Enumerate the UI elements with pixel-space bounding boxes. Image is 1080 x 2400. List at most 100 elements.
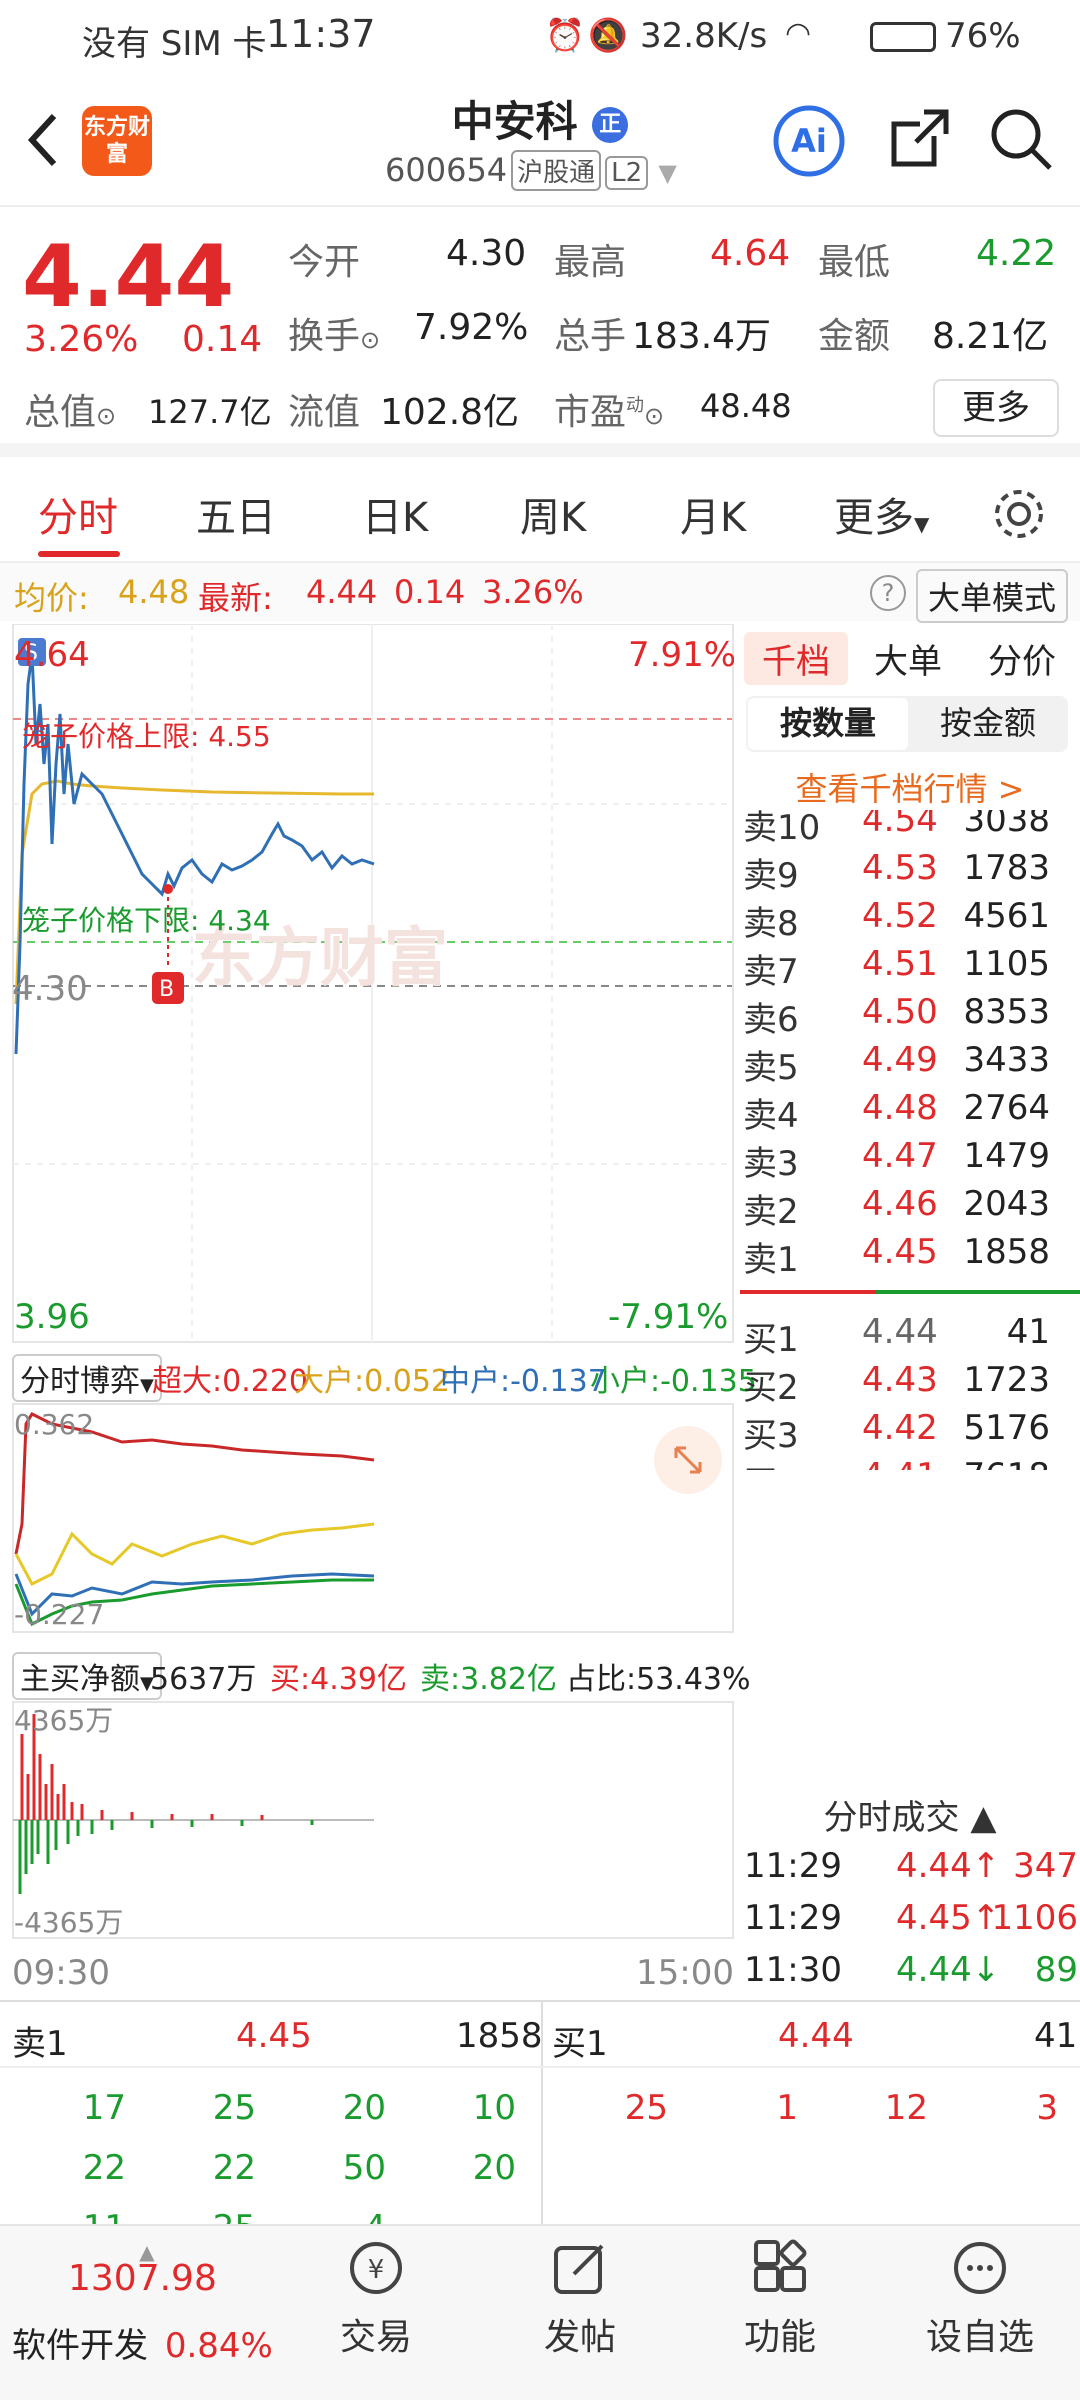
app-logo[interactable]: 东方财富 <box>82 106 152 176</box>
level-label: 卖4 <box>743 1096 799 1136</box>
flow-selector[interactable]: 分时博弈▼ <box>12 1354 162 1402</box>
ask-level-row[interactable]: 卖9 4.53 1783 <box>740 844 1080 896</box>
level-quantity: 3038 <box>963 810 1050 840</box>
tab-price-distribution[interactable]: 分价 <box>988 642 1056 682</box>
level-label: 买3 <box>743 1416 799 1456</box>
add-watchlist-button[interactable]: 设自选 <box>920 2238 1040 2360</box>
float-label: 流值 <box>288 392 361 433</box>
mute-icon: 🔕 <box>588 16 628 54</box>
index-widget[interactable]: ▲ 1307.98 软件开发 0.84% <box>12 2240 273 2366</box>
lower-limit-label: 笼子价格下限: 4.34 <box>22 904 271 937</box>
flow-bottom-label: -0.227 <box>14 1598 104 1631</box>
upper-limit-label: 笼子价格上限: 4.55 <box>22 720 271 753</box>
level-price: 4.43 <box>862 1360 938 1400</box>
level-quantity: 1105 <box>963 944 1050 984</box>
ask-level-row[interactable]: 卖3 4.47 1479 <box>740 1132 1080 1184</box>
trade-button[interactable]: ¥ 交易 <box>316 2238 436 2360</box>
trade-time: 11:29 <box>744 1898 842 1938</box>
sell-queue-grid: 172520102222502011254... <box>0 2074 540 2226</box>
view-levels-link[interactable]: 查看千档行情 > <box>795 770 1025 808</box>
bid-level-row[interactable]: 买2 4.43 1723 <box>740 1356 1080 1408</box>
level-label: 卖3 <box>743 1144 799 1184</box>
svg-text:¥: ¥ <box>368 2255 385 2285</box>
ask-level-row[interactable]: 卖4 4.48 2764 <box>740 1084 1080 1136</box>
level-price: 4.53 <box>862 848 938 888</box>
ask-level-row[interactable]: 卖10 4.54 3038 <box>740 810 1080 848</box>
intraday-chart[interactable]: 东方财富 S B 4.64 7.91% 笼子价格上限: 4.55 笼子价格下限:… <box>12 623 736 2000</box>
ask-level-row[interactable]: 卖5 4.49 3433 <box>740 1036 1080 1088</box>
tab-monthly-k[interactable]: 月K <box>680 495 747 541</box>
index-name-row: 软件开发 0.84% <box>12 2318 273 2367</box>
ask-level-row[interactable]: 卖1 4.45 1858 <box>740 1228 1080 1280</box>
book-levels: 卖10 4.54 3038 卖9 4.53 1783 卖8 4.52 4561 卖7 4.51 110… <box>740 810 1080 1470</box>
change-amount: 0.14 <box>182 319 263 360</box>
trades-title[interactable]: 分时成交 ▲ <box>823 1798 997 1838</box>
big-order-mode-button[interactable]: 大单模式 <box>916 569 1069 623</box>
level-label: 卖1 <box>743 1240 799 1280</box>
ask-level-row[interactable]: 卖2 4.46 2043 <box>740 1180 1080 1232</box>
bottom-pct-label: -7.91% <box>608 1297 728 1337</box>
low-value: 4.22 <box>976 233 1057 274</box>
tab-intraday[interactable]: 分时 <box>38 495 118 541</box>
bid-level-row[interactable]: 买1 4.44 41 <box>740 1308 1080 1360</box>
tab-five-day[interactable]: 五日 <box>196 495 276 541</box>
functions-button[interactable]: 功能 <box>720 2238 840 2360</box>
connect-tag: 沪股通 <box>511 150 602 191</box>
dropdown-icon: ▼ <box>658 159 677 187</box>
expand-icon[interactable] <box>674 1446 702 1474</box>
turnover-label: 换手⊙ <box>288 316 381 357</box>
trade-price: 4.44↓ <box>896 1950 1001 1990</box>
tab-by-amount[interactable]: 按金额 <box>939 704 1036 742</box>
post-button[interactable]: 发帖 <box>520 2238 640 2360</box>
logo-text: 东方财富 <box>83 115 150 167</box>
queue-order: 4 <box>260 2208 386 2226</box>
back-icon[interactable] <box>22 110 62 170</box>
high-label: 最高 <box>554 242 627 283</box>
help-icon[interactable]: ? <box>870 575 906 611</box>
tab-more[interactable]: 更多▼ <box>834 495 930 541</box>
level-price: 4.51 <box>862 944 938 984</box>
level-quantity: 8353 <box>963 992 1050 1032</box>
net-selector[interactable]: 主买净额▼ <box>12 1652 162 1700</box>
ai-icon[interactable]: Ai <box>772 104 846 178</box>
tab-daily-k[interactable]: 日K <box>362 495 429 541</box>
queue-order: 20 <box>472 2148 516 2188</box>
ask-level-row[interactable]: 卖7 4.51 1105 <box>740 940 1080 992</box>
bid-level-row[interactable]: 买4 4.41 7618 <box>740 1452 1080 1470</box>
add-watchlist-label: 设自选 <box>925 2317 1034 2358</box>
trade-time: 11:30 <box>744 1950 842 1990</box>
trade-row: 11:29 4.44↑ 347 <box>744 1846 1078 1896</box>
open-label: 今开 <box>288 242 361 283</box>
tab-big-orders[interactable]: 大单 <box>874 642 942 682</box>
queue-order: 25 <box>130 2208 256 2226</box>
bottom-buy-qty: 41 <box>1034 2016 1078 2056</box>
status-bar: 没有 SIM 卡 11:37 ⏰ 🔕 32.8K/s ◠ 76% <box>0 0 1080 72</box>
ask-level-row[interactable]: 卖8 4.52 4561 <box>740 892 1080 944</box>
net-value: 5637万 <box>150 1662 257 1697</box>
mcap-value: 127.7亿 <box>148 393 272 431</box>
tab-weekly-k[interactable]: 周K <box>520 495 587 541</box>
stock-code-row[interactable]: 600654 沪股通 L2 ▼ <box>385 150 677 191</box>
bid-level-row[interactable]: 买3 4.42 5176 <box>740 1404 1080 1456</box>
tab-by-quantity[interactable]: 按数量 <box>748 698 908 750</box>
pe-value: 48.48 <box>700 387 792 425</box>
more-button[interactable]: 更多 <box>933 379 1059 437</box>
share-icon[interactable] <box>886 106 952 172</box>
queue-order: 17 <box>82 2088 126 2128</box>
settings-icon[interactable] <box>990 485 1048 543</box>
level-label: 卖6 <box>743 1000 799 1040</box>
level-quantity: 1479 <box>963 1136 1050 1176</box>
trade-label: 交易 <box>339 2317 412 2358</box>
level-quantity: 1783 <box>963 848 1050 888</box>
clock: 11:37 <box>266 12 376 56</box>
quote-panel: 4.44 3.26% 0.14 总值⊙ 127.7亿 今开 4.30 最高 4.… <box>0 207 1080 457</box>
level-price: 4.52 <box>862 896 938 936</box>
post-label: 发帖 <box>543 2317 616 2358</box>
header-divider <box>0 2066 1080 2068</box>
ask-level-row[interactable]: 卖6 4.50 8353 <box>740 988 1080 1040</box>
search-icon[interactable] <box>988 106 1054 172</box>
divider <box>541 2002 543 2226</box>
tab-thousand-levels[interactable]: 千档 <box>744 632 848 685</box>
avg-price-bar: 均价: 4.48 最新: 4.44 0.14 3.26% ? 大单模式 <box>0 563 1080 623</box>
net-legend: 主买净额▼ 5637万 买:4.39亿 卖:3.82亿 占比:53.43% <box>12 1648 751 1700</box>
